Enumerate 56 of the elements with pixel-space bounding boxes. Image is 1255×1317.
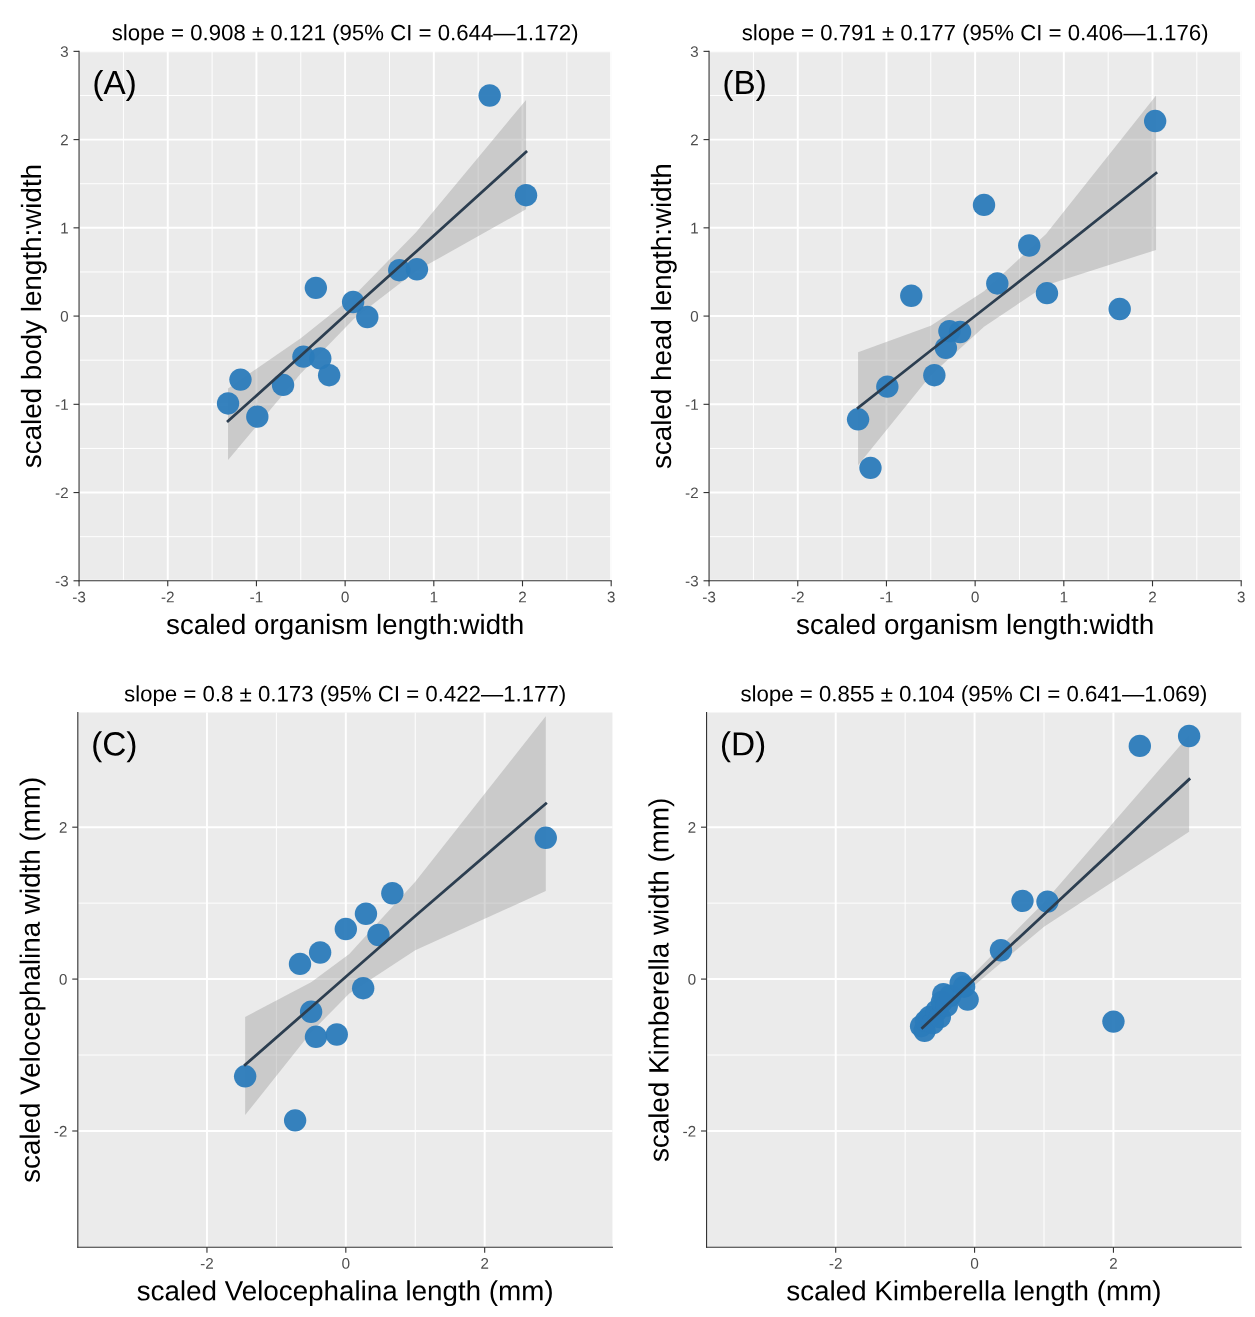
annotation: (D) [722, 731, 765, 763]
x-axis-title: scaled Velocephalina length (mm) [137, 1280, 552, 1307]
y-tick-label: -2 [685, 487, 698, 499]
x-tick-label: 0 [971, 591, 979, 603]
x-tick-label: -2 [200, 1258, 213, 1269]
x-tick-label: 0 [342, 1258, 350, 1269]
y-tick-label: 3 [690, 46, 698, 58]
x-tick-label: -2 [161, 591, 174, 603]
x-axis-title: scaled organism length:width [796, 613, 1153, 640]
y-tick-label: 1 [691, 222, 698, 234]
y-axis-title: scaled Velocephalina width (mm) [19, 778, 46, 1183]
x-tick-label: -2 [791, 591, 804, 603]
x-tick-label: 1 [430, 591, 438, 603]
x-axis-title: scaled organism length:width [166, 613, 523, 640]
y-tick-label: 3 [60, 46, 68, 58]
y-tick-label: 2 [690, 134, 698, 146]
y-tick-label: 0 [688, 973, 696, 985]
y-axis-title: scaled body length:width [20, 165, 47, 468]
annotation: (C) [93, 731, 136, 763]
x-tick-label: 1 [1060, 591, 1068, 603]
chart-title: slope = 0.908 ± 0.121 (95% CI = 0.644—1.172) [112, 24, 578, 45]
y-tick-label: 0 [60, 310, 69, 322]
y-tick-label: -3 [55, 575, 68, 587]
x-tick-label: -1 [880, 591, 893, 603]
y-tick-label: -1 [55, 399, 68, 410]
x-tick-label: -3 [72, 591, 86, 603]
x-tick-label: 3 [1237, 591, 1245, 603]
annotation: (A) [94, 69, 135, 101]
x-axis-title: scaled Kimberella length (mm) [787, 1280, 1160, 1307]
x-tick-label: 2 [1149, 591, 1156, 603]
y-tick-label: -2 [54, 1125, 67, 1137]
x-tick-label: 2 [481, 1258, 489, 1269]
y-tick-label: -3 [685, 575, 698, 587]
y-tick-label: -2 [55, 487, 68, 499]
y-axis-title: scaled Kimberella width (mm) [648, 799, 675, 1162]
x-tick-label: 0 [970, 1258, 979, 1269]
x-tick-label: 2 [1109, 1258, 1117, 1269]
chart-title: slope = 0.8 ± 0.173 (95% CI = 0.422—1.177) [124, 685, 565, 706]
y-tick-label: 2 [688, 822, 696, 833]
x-tick-label: 2 [519, 591, 526, 603]
x-tick-label: 3 [607, 591, 615, 603]
y-tick-label: -1 [685, 399, 698, 410]
annotation: (B) [724, 69, 765, 101]
x-tick-label: -2 [829, 1258, 842, 1269]
x-tick-label: 0 [341, 591, 349, 603]
y-tick-label: -2 [683, 1125, 696, 1137]
x-tick-label: -3 [702, 591, 716, 603]
y-tick-label: 2 [60, 134, 68, 146]
y-tick-label: 1 [61, 222, 68, 234]
chart-title: slope = 0.791 ± 0.177 (95% CI = 0.406—1.176) [742, 24, 1208, 45]
y-tick-label: 0 [690, 310, 699, 322]
x-tick-label: -1 [250, 591, 263, 603]
y-tick-label: 0 [59, 973, 67, 985]
y-axis-title: scaled head length:width [650, 164, 677, 469]
chart-title: slope = 0.855 ± 0.104 (95% CI = 0.641—1.069) [741, 685, 1206, 706]
y-tick-label: 2 [59, 822, 67, 833]
